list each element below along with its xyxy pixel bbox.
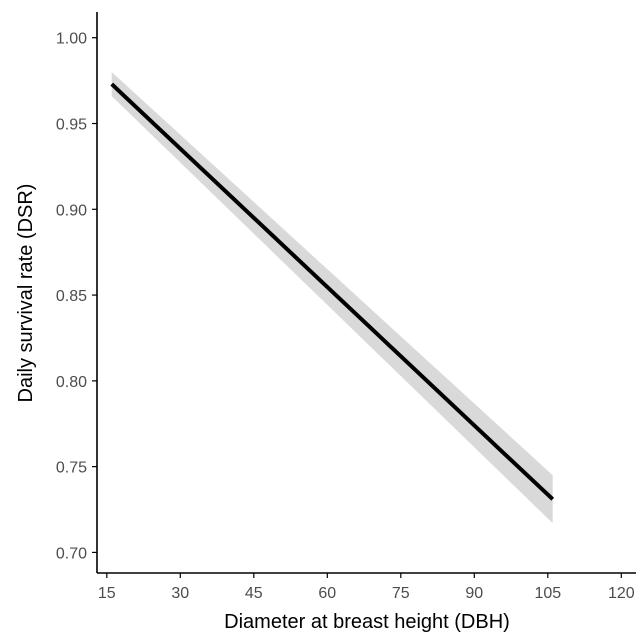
x-tick-label: 90 xyxy=(465,585,483,602)
x-tick-label: 120 xyxy=(608,585,635,602)
y-tick-label: 0.95 xyxy=(56,117,87,134)
x-tick-label: 15 xyxy=(98,585,116,602)
x-tick-label: 45 xyxy=(245,585,263,602)
x-tick-label: 60 xyxy=(318,585,336,602)
x-tick-label: 105 xyxy=(534,585,561,602)
ticks-layer: 15 30 45 60 75 90 105 120 0.70 0.75 0.80 0.85 0.90 0.… xyxy=(56,31,635,602)
y-tick-label: 1.00 xyxy=(56,31,87,48)
y-axis-title: Daily survival rate (DSR) xyxy=(15,184,37,403)
x-axis-title: Diameter at breast height (DBH) xyxy=(224,611,510,633)
confidence-band-layer xyxy=(111,72,553,524)
y-tick-label: 0.85 xyxy=(56,288,87,305)
axes-layer xyxy=(96,12,636,574)
y-tick-label: 0.70 xyxy=(56,545,87,562)
x-tick-label: 30 xyxy=(171,585,189,602)
y-tick-label: 0.80 xyxy=(56,374,87,391)
fit-line-layer xyxy=(110,82,555,501)
fit-line xyxy=(110,82,555,501)
y-tick-label: 0.75 xyxy=(56,460,87,477)
confidence-band xyxy=(111,72,553,524)
y-tick-label: 0.90 xyxy=(56,202,87,219)
x-tick-label: 75 xyxy=(392,585,410,602)
